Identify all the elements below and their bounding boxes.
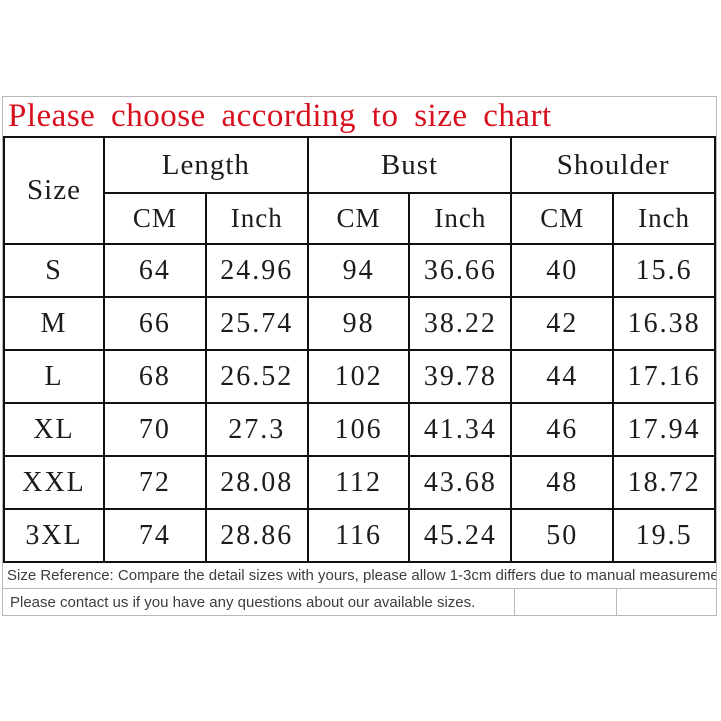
cell-length-inch: 25.74 bbox=[204, 296, 309, 351]
cell-bust-inch: 39.78 bbox=[408, 349, 513, 404]
cell-shoulder-inch: 17.16 bbox=[612, 349, 716, 404]
column-group-length: Length bbox=[103, 136, 309, 194]
cell-shoulder-cm: 50 bbox=[510, 508, 615, 563]
cell-shoulder-inch: 16.38 bbox=[612, 296, 716, 351]
size-label: M bbox=[3, 296, 105, 351]
table-row-3xl: 3XL 74 28.86 116 45.24 50 19.5 bbox=[3, 508, 716, 563]
header-unit-row: CM Inch CM Inch CM Inch bbox=[4, 192, 716, 245]
unit-header-bust-cm: CM bbox=[306, 192, 411, 245]
table-row-xl: XL 70 27.3 106 41.34 46 17.94 bbox=[3, 402, 716, 457]
contact-note-text: Please contact us if you have any questi… bbox=[10, 593, 476, 611]
contact-note: Please contact us if you have any questi… bbox=[3, 589, 716, 615]
cell-bust-inch: 36.66 bbox=[408, 243, 513, 298]
cell-bust-cm: 116 bbox=[306, 508, 411, 563]
cell-length-cm: 68 bbox=[103, 349, 207, 404]
cell-length-inch: 27.3 bbox=[204, 402, 309, 457]
size-label: XXL bbox=[3, 455, 105, 510]
cell-shoulder-inch: 18.72 bbox=[612, 455, 716, 510]
table-row-s: S 64 24.96 94 36.66 40 15.6 bbox=[3, 243, 716, 298]
cell-shoulder-cm: 40 bbox=[510, 243, 615, 298]
cell-shoulder-inch: 17.94 bbox=[612, 402, 716, 457]
cell-length-inch: 28.08 bbox=[204, 455, 309, 510]
cell-length-inch: 24.96 bbox=[204, 243, 309, 298]
cell-bust-cm: 112 bbox=[306, 455, 411, 510]
size-label: S bbox=[3, 243, 105, 298]
cell-length-cm: 72 bbox=[103, 455, 207, 510]
unit-header-length-inch: Inch bbox=[204, 192, 309, 245]
cell-shoulder-cm: 42 bbox=[510, 296, 615, 351]
column-header-size: Size bbox=[3, 136, 105, 245]
size-chart-panel: Please choose according to size chart Si… bbox=[2, 96, 717, 616]
table-row-xxl: XXL 72 28.08 112 43.68 48 18.72 bbox=[3, 455, 716, 510]
cell-bust-inch: 41.34 bbox=[408, 402, 513, 457]
cell-shoulder-inch: 15.6 bbox=[612, 243, 716, 298]
cell-shoulder-cm: 44 bbox=[510, 349, 615, 404]
cell-bust-cm: 106 bbox=[306, 402, 411, 457]
cell-bust-inch: 45.24 bbox=[408, 508, 513, 563]
size-label: L bbox=[3, 349, 105, 404]
size-label: XL bbox=[3, 402, 105, 457]
cell-length-cm: 64 bbox=[103, 243, 207, 298]
cell-length-cm: 66 bbox=[103, 296, 207, 351]
table-row-m: M 66 25.74 98 38.22 42 16.38 bbox=[3, 296, 716, 351]
cell-bust-cm: 102 bbox=[306, 349, 411, 404]
unit-header-length-cm: CM bbox=[103, 192, 207, 245]
cell-bust-inch: 43.68 bbox=[408, 455, 513, 510]
gridline bbox=[616, 589, 617, 615]
cell-bust-cm: 98 bbox=[306, 296, 411, 351]
cell-shoulder-inch: 19.5 bbox=[612, 508, 716, 563]
column-group-shoulder: Shoulder bbox=[510, 136, 716, 194]
size-reference-note: Size Reference: Compare the detail sizes… bbox=[3, 563, 716, 589]
cell-length-cm: 70 bbox=[103, 402, 207, 457]
size-chart-table: Size Length Bust Shoulder CM Inch CM Inc… bbox=[3, 136, 716, 563]
cell-shoulder-cm: 46 bbox=[510, 402, 615, 457]
unit-header-shoulder-inch: Inch bbox=[612, 192, 716, 245]
cell-bust-inch: 38.22 bbox=[408, 296, 513, 351]
table-row-l: L 68 26.52 102 39.78 44 17.16 bbox=[3, 349, 716, 404]
unit-header-shoulder-cm: CM bbox=[510, 192, 615, 245]
cell-length-inch: 28.86 bbox=[204, 508, 309, 563]
cell-bust-cm: 94 bbox=[306, 243, 411, 298]
unit-header-bust-inch: Inch bbox=[408, 192, 513, 245]
cell-shoulder-cm: 48 bbox=[510, 455, 615, 510]
page-title: Please choose according to size chart bbox=[8, 98, 552, 134]
column-group-bust: Bust bbox=[306, 136, 513, 194]
cell-length-inch: 26.52 bbox=[204, 349, 309, 404]
cell-length-cm: 74 bbox=[103, 508, 207, 563]
size-label: 3XL bbox=[3, 508, 105, 563]
gridline bbox=[514, 589, 515, 615]
header-group-row: Size Length Bust Shoulder bbox=[3, 136, 716, 245]
